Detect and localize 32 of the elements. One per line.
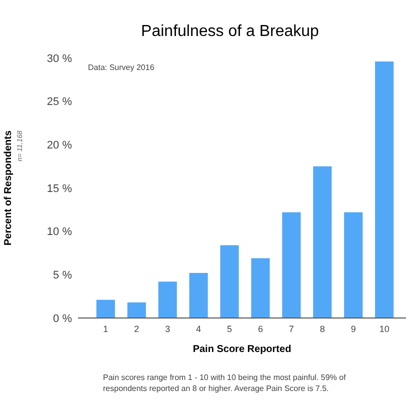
x-tick-label: 9: [350, 324, 356, 334]
x-tick-label: 6: [258, 324, 263, 334]
bar: [313, 166, 332, 318]
bar: [344, 212, 363, 318]
bar: [96, 300, 115, 318]
x-tick-label: 1: [103, 324, 108, 334]
y-axis-title: Percent of Respondents: [3, 130, 14, 246]
bar: [282, 212, 301, 318]
x-tick-label: 8: [320, 324, 325, 334]
y-tick-label: 30 %: [46, 52, 72, 65]
bar: [127, 302, 146, 318]
y-tick-label: 25 %: [46, 96, 72, 108]
y-tick-label: 0 %: [53, 312, 72, 325]
x-tick-label: 3: [165, 324, 170, 334]
bar: [375, 61, 394, 318]
x-tick-label: 10: [379, 324, 390, 334]
x-axis-title: Pain Score Reported: [192, 344, 292, 355]
bar: [189, 272, 208, 318]
bar: [220, 245, 239, 318]
text: Pain scores range from 1 - 10 with 10 being the most painful. 59% of respondents reported an 8 or higher. Average Pain Score is 7.5.: [103, 373, 347, 393]
bar: [251, 258, 270, 318]
y-tick-label: 20 %: [46, 140, 72, 152]
y-tick-label: 15 %: [46, 182, 72, 195]
bar: [158, 282, 177, 318]
chart-title: Painfulness of a Breakup: [141, 23, 320, 40]
x-tick-label: 5: [227, 324, 232, 334]
y-tick-label: 5 %: [53, 270, 72, 282]
x-tick-label: 2: [134, 324, 140, 334]
annotation: Data: Survey 2016: [88, 63, 155, 72]
y-tick-label: 10 %: [46, 226, 72, 238]
x-tick-label: 4: [196, 324, 202, 334]
x-tick-label: 7: [288, 324, 294, 334]
